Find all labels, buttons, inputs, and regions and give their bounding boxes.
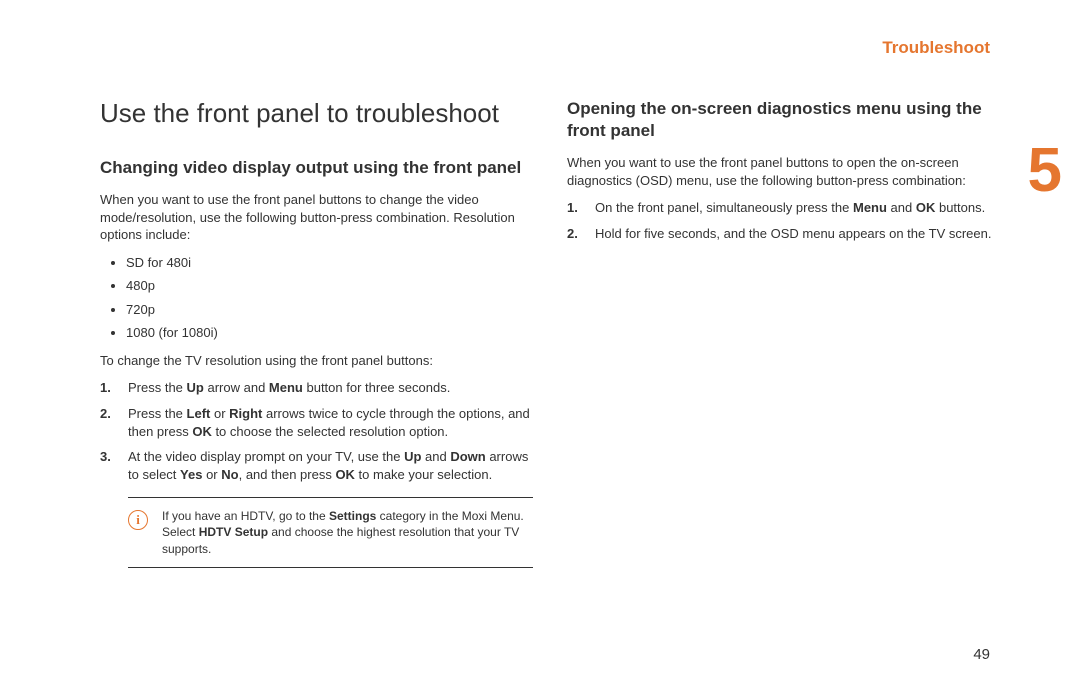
- page-title: Use the front panel to troubleshoot: [100, 98, 533, 129]
- info-icon: i: [128, 510, 148, 530]
- bullet-item: 480p: [126, 277, 533, 295]
- step-item: 2.Hold for five seconds, and the OSD men…: [595, 225, 1000, 243]
- step-number: 1.: [567, 199, 578, 217]
- step-number: 3.: [100, 448, 111, 466]
- step-text: At the video display prompt on your TV, …: [128, 449, 528, 482]
- page-number: 49: [973, 646, 990, 663]
- lead-text-2: To change the TV resolution using the fr…: [100, 352, 533, 370]
- page-header-section: Troubleshoot: [100, 38, 1000, 58]
- step-item: 3.At the video display prompt on your TV…: [128, 448, 533, 483]
- step-item: 1.Press the Up arrow and Menu button for…: [128, 379, 533, 397]
- intro-text-left: When you want to use the front panel but…: [100, 191, 533, 244]
- content-columns: Use the front panel to troubleshoot Chan…: [100, 98, 1000, 568]
- chapter-number: 5: [1028, 140, 1062, 202]
- step-text: Hold for five seconds, and the OSD menu …: [595, 226, 991, 241]
- section-heading-right: Opening the on-screen diagnostics menu u…: [567, 98, 1000, 142]
- left-column: Use the front panel to troubleshoot Chan…: [100, 98, 533, 568]
- section-heading-left: Changing video display output using the …: [100, 157, 533, 179]
- step-text: On the front panel, simultaneously press…: [595, 200, 985, 215]
- right-column: Opening the on-screen diagnostics menu u…: [567, 98, 1000, 568]
- bullet-item: 720p: [126, 301, 533, 319]
- step-number: 2.: [100, 405, 111, 423]
- step-item: 2.Press the Left or Right arrows twice t…: [128, 405, 533, 440]
- step-item: 1.On the front panel, simultaneously pre…: [595, 199, 1000, 217]
- intro-text-right: When you want to use the front panel but…: [567, 154, 1000, 189]
- step-number: 2.: [567, 225, 578, 243]
- steps-right: 1. On the front panel, simultaneously pre…: [567, 199, 1000, 242]
- step-number: 1.: [100, 379, 111, 397]
- step-text: Press the Left or Right arrows twice to …: [128, 406, 530, 439]
- bullet-item: 1080 (for 1080i): [126, 324, 533, 342]
- info-callout: i If you have an HDTV, go to the Setting…: [128, 497, 533, 568]
- resolution-bullets: SD for 480i 480p 720p 1080 (for 1080i): [100, 254, 533, 342]
- bullet-item: SD for 480i: [126, 254, 533, 272]
- step-text: Press the Up arrow and Menu button for t…: [128, 380, 450, 395]
- info-text: If you have an HDTV, go to the Settings …: [162, 508, 533, 557]
- steps-left: 1. Press the Up arrow and Menu button for…: [100, 379, 533, 483]
